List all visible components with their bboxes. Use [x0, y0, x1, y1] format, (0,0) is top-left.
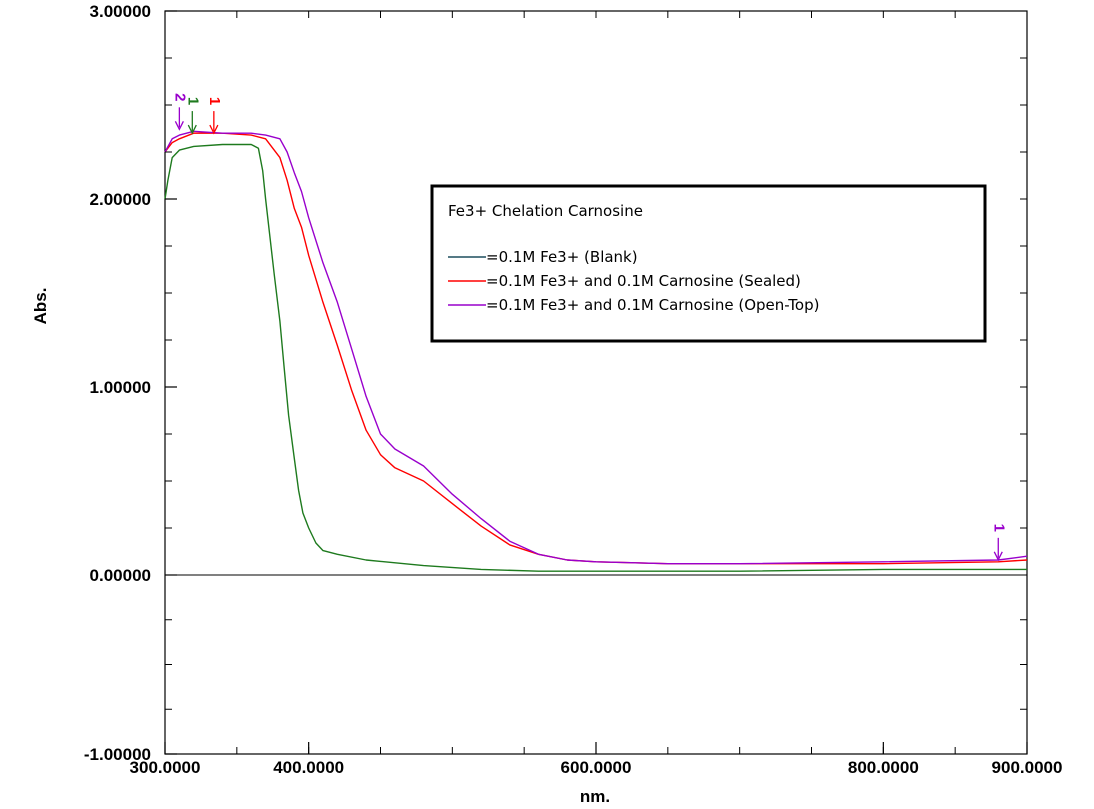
- legend-title: Fe3+ Chelation Carnosine: [448, 202, 643, 220]
- marker-arrow: [993, 551, 1003, 562]
- x-tick-label: 400.0000: [273, 758, 344, 777]
- marker-layer: 21 11: [171, 93, 1007, 562]
- x-tick-label: 800.0000: [848, 758, 919, 777]
- legend-box: [430, 184, 987, 343]
- y-tick-label: 2.00000: [90, 190, 151, 209]
- series-line-1: [164, 143, 1027, 572]
- axis-layer: 300.0000 400.0000 600.0000 800.0000 900.0000…: [84, 2, 1063, 777]
- legend-entries: =0.1M Fe3+ (Blank) =0.1M Fe3+ and 0.1M Ca…: [448, 248, 819, 314]
- peak-marker-label: 1: [184, 97, 201, 105]
- legend-entry-label: =0.1M Fe3+ and 0.1M Carnosine (Open-Top): [486, 296, 819, 314]
- series-line-3: [164, 130, 1028, 565]
- series-layer: [164, 130, 1028, 572]
- y-tick-label: -1.00000: [84, 745, 151, 764]
- legend-entry-label: =0.1M Fe3+ and 0.1M Carnosine (Sealed): [486, 272, 801, 290]
- plot-area: [164, 10, 1028, 755]
- y-tick-label: 3.00000: [90, 2, 151, 21]
- legend-entry-label: =0.1M Fe3+ (Blank): [486, 248, 638, 266]
- marker-arrow: [174, 121, 184, 131]
- x-tick-label: 300.0000: [130, 758, 201, 777]
- peak-marker-label: 1: [206, 97, 223, 105]
- x-tick-label: 600.0000: [561, 758, 632, 777]
- marker-arrow: [187, 124, 197, 135]
- x-tick-label: 900.0000: [992, 758, 1063, 777]
- x-axis-title: nm.: [580, 787, 610, 806]
- peak-marker-label: 2: [171, 93, 188, 101]
- y-axis-title: Abs.: [31, 288, 50, 325]
- marker-arrow: [209, 124, 219, 135]
- y-tick-label: 0.00000: [90, 566, 151, 585]
- legend: Fe3+ Chelation Carnosine =0.1M Fe3+ (Bla…: [430, 184, 987, 343]
- plot-frame: [164, 10, 1028, 755]
- y-tick-label: 1.00000: [90, 378, 151, 397]
- peak-marker-label: 1: [990, 524, 1007, 532]
